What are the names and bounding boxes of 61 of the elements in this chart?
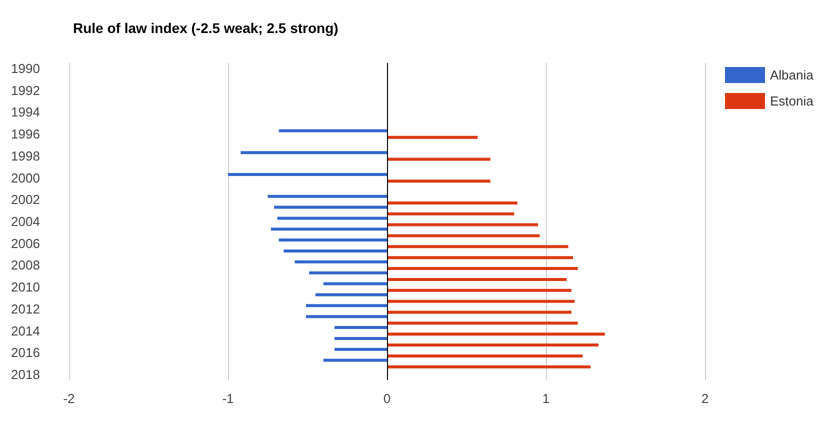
bar (334, 326, 387, 330)
bar (240, 151, 387, 154)
bar (387, 288, 572, 292)
bar (315, 293, 387, 296)
legend-label: Estonia (770, 94, 814, 108)
bar (294, 260, 387, 264)
bar (306, 304, 387, 308)
bar (268, 194, 387, 198)
bar (334, 336, 387, 340)
bar (284, 249, 387, 252)
bar (387, 136, 478, 139)
y-tick-label: 2008 (11, 258, 40, 273)
y-tick-label: 1994 (11, 104, 40, 120)
bar (387, 300, 575, 303)
bar (387, 212, 514, 216)
bar (274, 206, 387, 209)
legend-label: Albania (770, 68, 814, 82)
bar (387, 322, 578, 325)
bar (306, 315, 387, 318)
x-tick-label: 2 (701, 391, 709, 406)
chart-title: Rule of law index (-2.5 weak; 2.5 strong) (73, 20, 338, 36)
y-tick-label: 1990 (11, 60, 40, 76)
y-tick-label: 2014 (11, 323, 40, 338)
bar (387, 354, 583, 358)
bar (387, 223, 538, 226)
bar (309, 271, 387, 274)
bar (387, 158, 490, 161)
y-tick-label: 2006 (11, 236, 40, 251)
y-tick-label: 2002 (11, 192, 40, 208)
bar (387, 267, 578, 270)
bar (323, 282, 387, 286)
y-tick-label: 2012 (11, 301, 40, 316)
y-tick-label: 2000 (11, 170, 40, 186)
bar (334, 348, 387, 351)
x-tick-label: -2 (63, 391, 75, 406)
bar (387, 344, 598, 347)
bar (323, 358, 387, 362)
y-tick-label: 2018 (11, 367, 40, 382)
bar (387, 278, 567, 281)
bar (387, 180, 490, 183)
x-tick-label: -1 (222, 391, 234, 406)
bar (387, 310, 572, 314)
bar (387, 365, 591, 368)
y-tick-label: 1992 (11, 82, 40, 98)
bar (387, 201, 518, 204)
bar (387, 245, 568, 248)
bar (278, 238, 387, 242)
bar (387, 234, 540, 238)
y-tick-label: 1996 (11, 126, 40, 142)
y-tick-label: 2010 (11, 280, 40, 295)
bar (228, 172, 387, 176)
bar (387, 332, 605, 336)
bar (278, 129, 387, 132)
y-tick-label: 2016 (11, 345, 40, 360)
x-tick-label: 1 (542, 391, 550, 406)
bar (387, 256, 574, 260)
x-tick-label: 0 (383, 391, 391, 406)
bar (277, 216, 387, 220)
y-tick-label: 2004 (11, 214, 40, 229)
y-tick-label: 1998 (11, 148, 40, 164)
bar (270, 228, 387, 231)
